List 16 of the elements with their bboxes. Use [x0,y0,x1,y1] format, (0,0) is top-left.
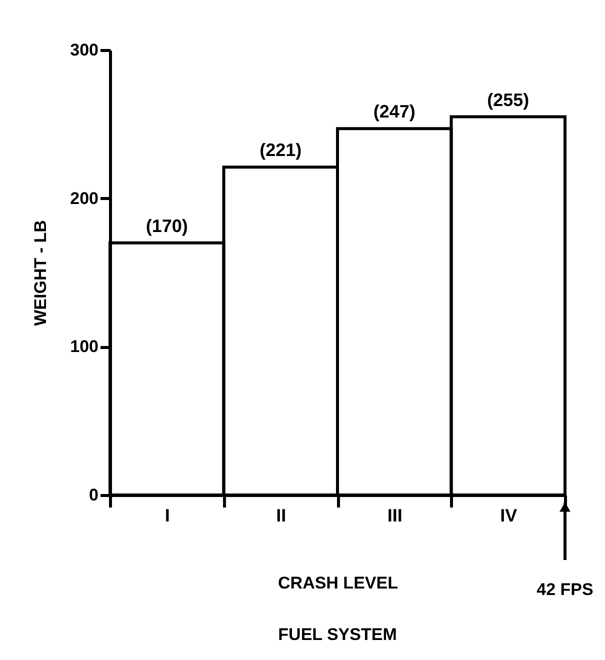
y-tick-label: 200 [70,188,98,208]
data-label: (221) [260,140,302,160]
data-label: (170) [146,216,188,236]
x-axis-title: CRASH LEVEL [278,574,398,592]
data-label: (255) [487,90,530,110]
x-tick-label: I [164,506,170,526]
y-tick-label: 100 [70,337,98,356]
y-axis-title: WEIGHT - LB [31,220,50,326]
y-tick-label: 0 [89,486,98,504]
text: 42 FPS [536,580,594,599]
text: FUEL SYSTEM [278,625,397,644]
data-label: (247) [373,102,416,122]
y-tick-label: 300 [70,40,98,60]
x-tick-label: IV [500,506,518,526]
x-tick-label: II [276,506,286,526]
x-tick-label: III [387,506,402,526]
